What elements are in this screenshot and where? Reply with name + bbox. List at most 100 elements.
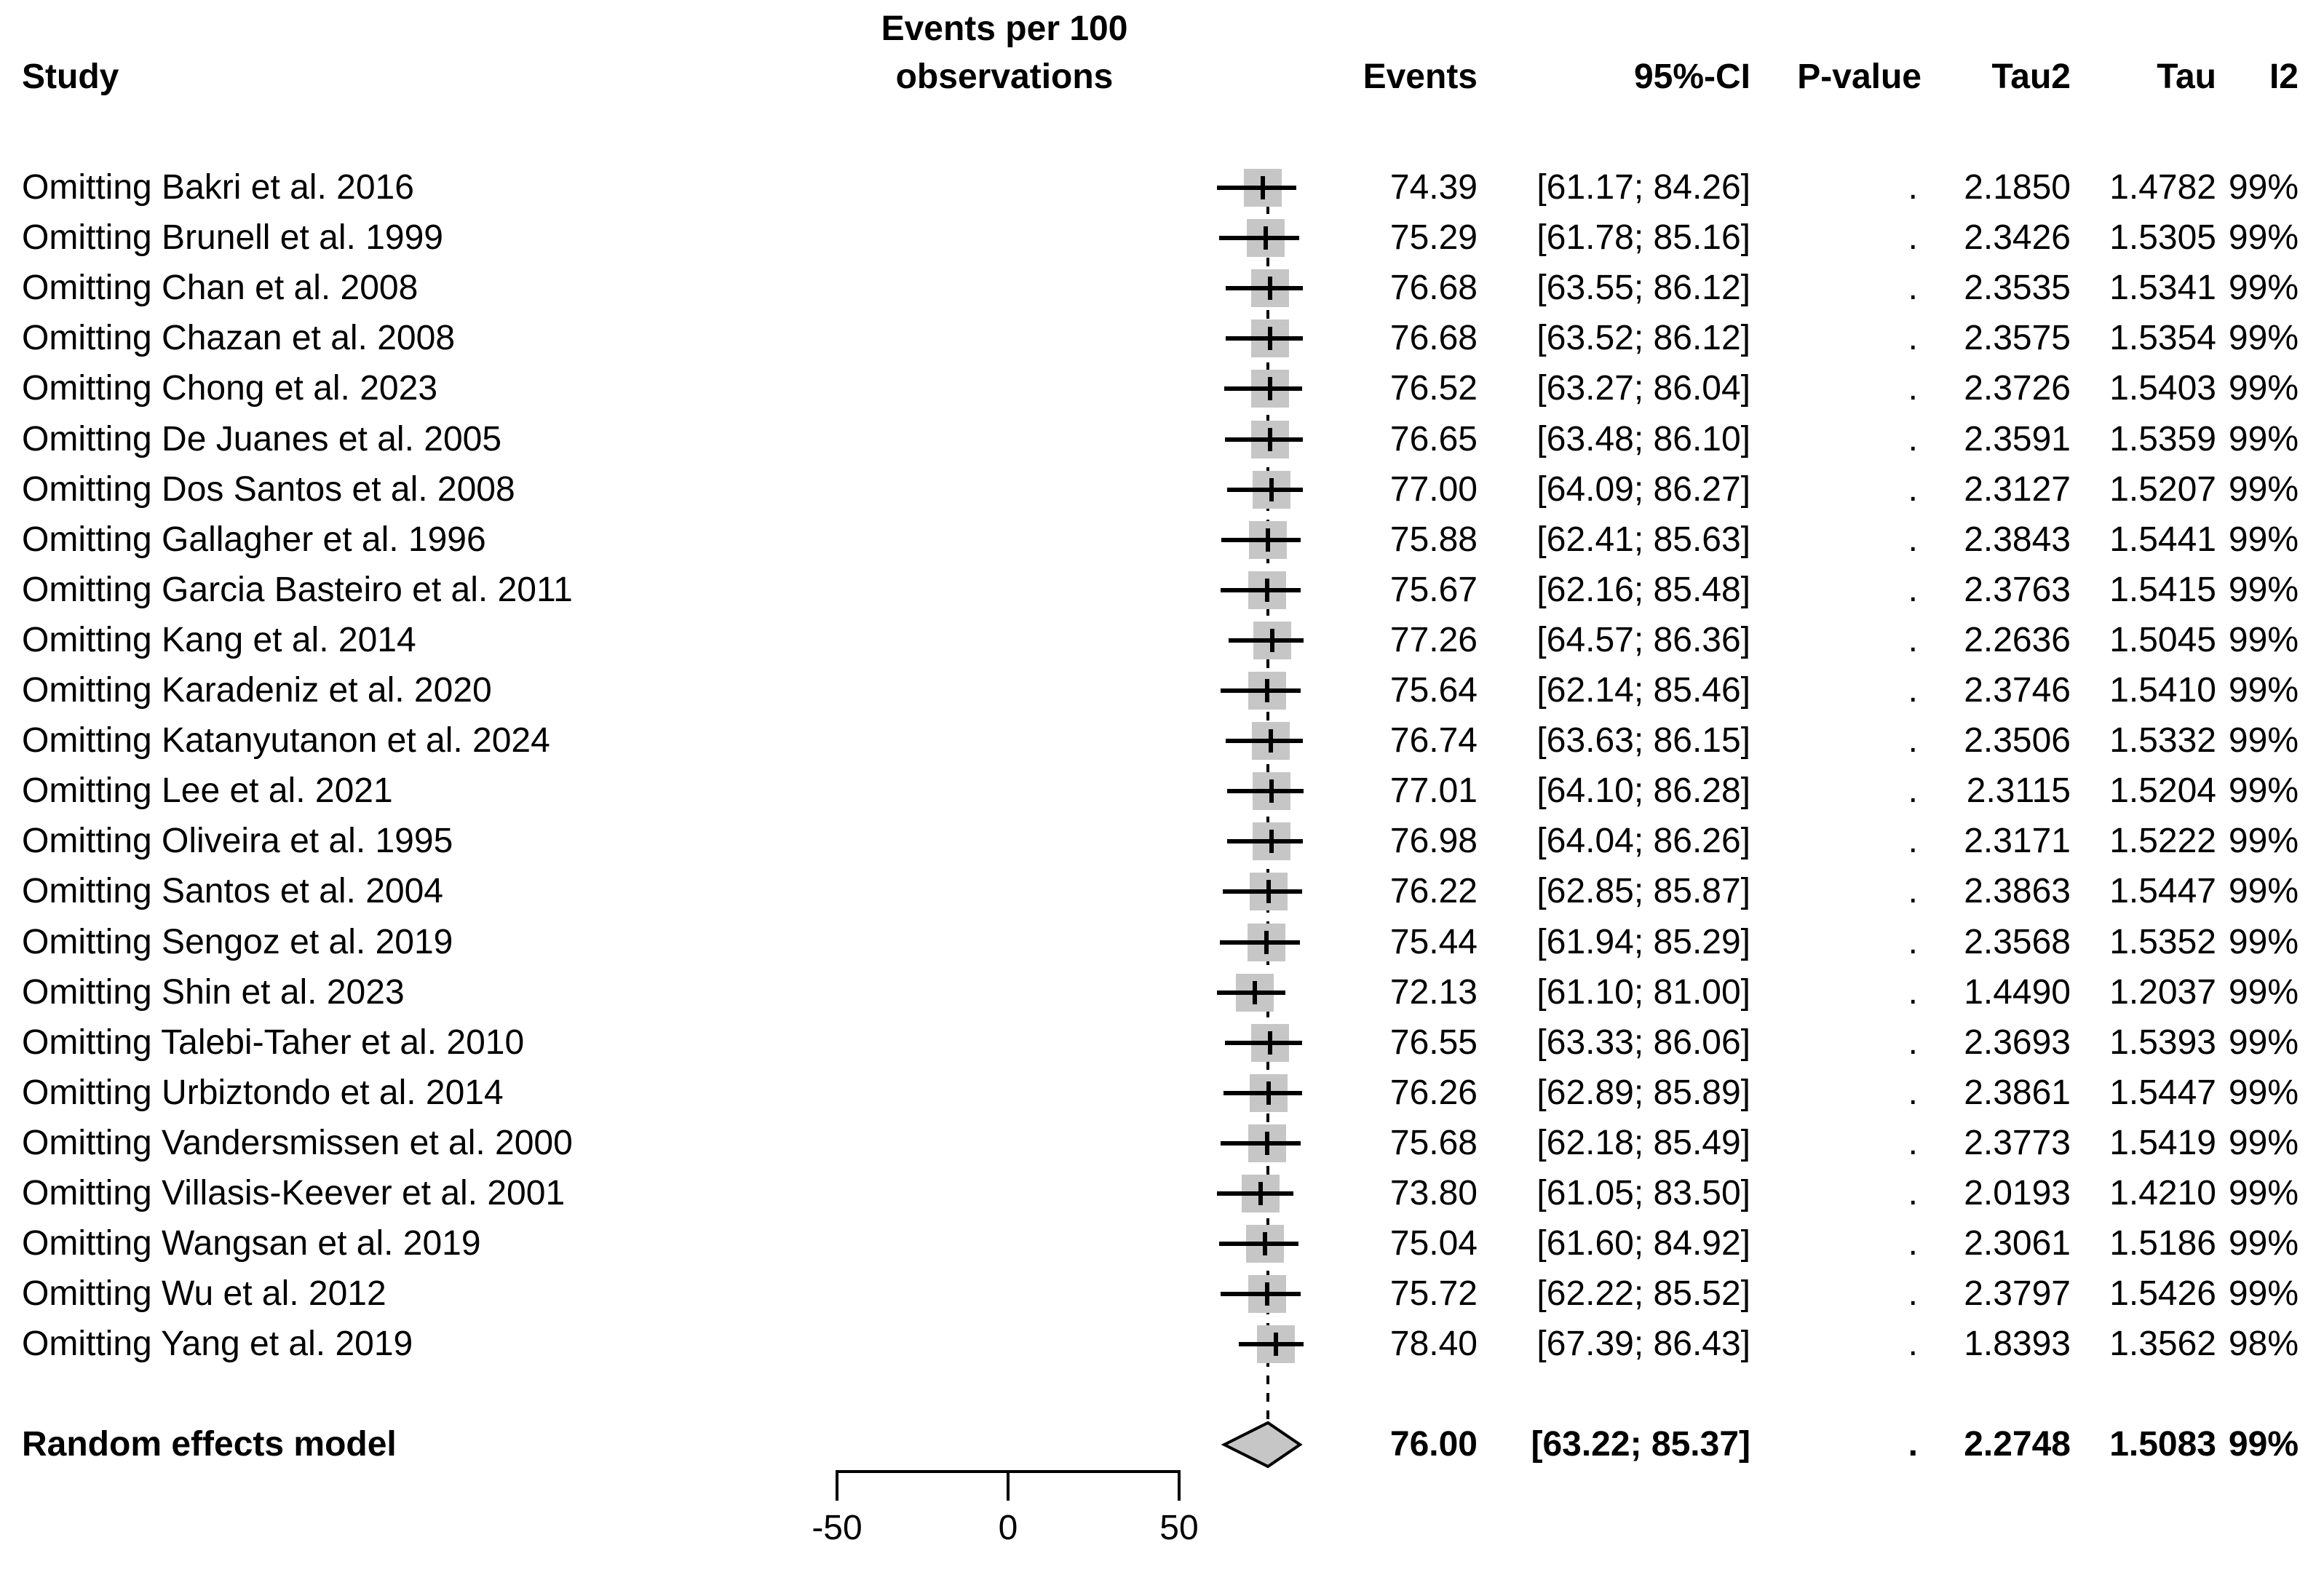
pvalue-value: .	[1908, 620, 1918, 659]
column-header-ci: 95%-CI	[1633, 57, 1750, 96]
estimate-tick	[1268, 327, 1273, 351]
estimate-tick	[1258, 1182, 1263, 1205]
ci-whisker	[1220, 940, 1300, 945]
ci-value: [64.10; 86.28]	[1536, 771, 1750, 811]
ci-whisker	[1221, 1140, 1301, 1146]
pvalue-value: .	[1908, 168, 1918, 207]
i2-value: 99%	[2228, 218, 2299, 258]
summary-diamond	[1221, 1421, 1303, 1469]
i2-value: 99%	[2228, 319, 2299, 358]
i2-value: 99%	[2228, 1123, 2299, 1162]
events-value: 76.68	[1389, 269, 1478, 308]
tau2-value: 2.3861	[1964, 1073, 2071, 1112]
pvalue-value: .	[1908, 771, 1918, 811]
tau-value: 1.5305	[2109, 218, 2216, 258]
estimate-tick	[1262, 1232, 1267, 1256]
tau2-value: 1.4490	[1964, 972, 2071, 1012]
tau2-value: 2.3746	[1964, 671, 2071, 710]
ci-value: [61.60; 84.92]	[1536, 1224, 1750, 1263]
study-label: Omitting Wu et al. 2012	[22, 1274, 386, 1314]
ci-whisker	[1226, 839, 1304, 844]
i2-value: 99%	[2228, 1073, 2299, 1112]
estimate-tick	[1253, 980, 1257, 1004]
tau2-value: 2.3171	[1964, 822, 2071, 861]
i2-value: 99%	[2228, 922, 2299, 961]
pvalue-value: .	[1908, 922, 1918, 961]
ci-whisker	[1225, 286, 1303, 291]
ci-whisker	[1218, 1242, 1299, 1247]
pvalue-value: .	[1908, 269, 1918, 308]
ci-whisker	[1225, 336, 1303, 341]
estimate-tick	[1266, 1081, 1272, 1105]
i2-value: 99%	[2228, 721, 2299, 761]
summary-pvalue-value: .	[1908, 1425, 1918, 1464]
ci-value: [62.41; 85.63]	[1536, 520, 1750, 559]
tau-value: 1.5403	[2109, 369, 2216, 408]
tau-value: 1.5352	[2109, 922, 2216, 961]
i2-value: 99%	[2228, 972, 2299, 1012]
i2-value: 99%	[2228, 520, 2299, 559]
summary-tau-value: 1.5083	[2109, 1425, 2216, 1464]
ci-value: [63.63; 86.15]	[1536, 721, 1750, 761]
tau-value: 1.5426	[2109, 1274, 2216, 1314]
pvalue-value: .	[1908, 1224, 1918, 1263]
estimate-tick	[1268, 427, 1273, 451]
pvalue-value: .	[1908, 1123, 1918, 1162]
events-value: 75.29	[1389, 218, 1478, 258]
estimate-tick	[1265, 528, 1270, 552]
estimate-tick	[1268, 277, 1273, 301]
pvalue-value: .	[1908, 319, 1918, 358]
ci-value: [61.94; 85.29]	[1536, 922, 1750, 961]
tau-value: 1.5359	[2109, 419, 2216, 458]
ci-whisker	[1229, 638, 1304, 643]
tau2-value: 2.3061	[1964, 1224, 2071, 1263]
axis-tick	[1007, 1470, 1010, 1501]
pvalue-value: .	[1908, 1073, 1918, 1112]
ci-value: [61.05; 83.50]	[1536, 1174, 1750, 1212]
pvalue-value: .	[1908, 1174, 1918, 1212]
tau-value: 1.5393	[2109, 1023, 2216, 1062]
ci-whisker	[1219, 236, 1300, 241]
column-header-pvalue: P-value	[1797, 57, 1922, 96]
tau2-value: 2.3535	[1964, 269, 2071, 308]
column-header-measure-line1: Events per 100	[881, 9, 1128, 48]
tau2-value: 2.3591	[1964, 419, 2071, 458]
events-value: 75.72	[1389, 1274, 1478, 1314]
tau-value: 1.5332	[2109, 721, 2216, 761]
study-label: Omitting Gallagher et al. 1996	[22, 520, 486, 559]
pvalue-value: .	[1908, 721, 1918, 761]
ci-whisker	[1224, 1040, 1303, 1045]
study-label: Omitting Chazan et al. 2008	[22, 319, 456, 358]
tau-value: 1.5045	[2109, 620, 2216, 659]
axis-tick-label: 0	[998, 1509, 1018, 1547]
axis-tick	[1178, 1470, 1181, 1501]
tau2-value: 2.3127	[1964, 469, 2071, 509]
study-label: Omitting Shin et al. 2023	[22, 972, 405, 1012]
pvalue-value: .	[1908, 872, 1918, 911]
i2-value: 99%	[2228, 671, 2299, 710]
i2-value: 99%	[2228, 1224, 2299, 1263]
tau-value: 1.5415	[2109, 570, 2216, 609]
tau2-value: 2.3693	[1964, 1023, 2071, 1062]
summary-ci-value: [63.22; 85.37]	[1531, 1425, 1750, 1464]
pvalue-value: .	[1908, 671, 1918, 710]
tau-value: 1.4210	[2109, 1174, 2216, 1212]
estimate-tick	[1269, 830, 1274, 854]
i2-value: 98%	[2228, 1325, 2299, 1364]
events-value: 72.13	[1389, 972, 1478, 1012]
ci-value: [64.04; 86.26]	[1536, 822, 1750, 861]
summary-events-value: 76.00	[1389, 1425, 1478, 1464]
events-value: 75.44	[1389, 922, 1478, 961]
study-label: Omitting Brunell et al. 1999	[22, 218, 443, 258]
i2-value: 99%	[2228, 369, 2299, 408]
pvalue-value: .	[1908, 218, 1918, 258]
events-value: 75.64	[1389, 671, 1478, 710]
tau2-value: 2.3115	[1966, 771, 2071, 811]
tau2-value: 2.3575	[1964, 319, 2071, 358]
ci-whisker	[1221, 587, 1301, 592]
ci-whisker	[1227, 789, 1304, 794]
ci-value: [62.14; 85.46]	[1536, 671, 1750, 710]
study-label: Omitting Yang et al. 2019	[22, 1325, 413, 1364]
ci-whisker	[1221, 688, 1301, 693]
ci-value: [63.55; 86.12]	[1536, 269, 1750, 308]
